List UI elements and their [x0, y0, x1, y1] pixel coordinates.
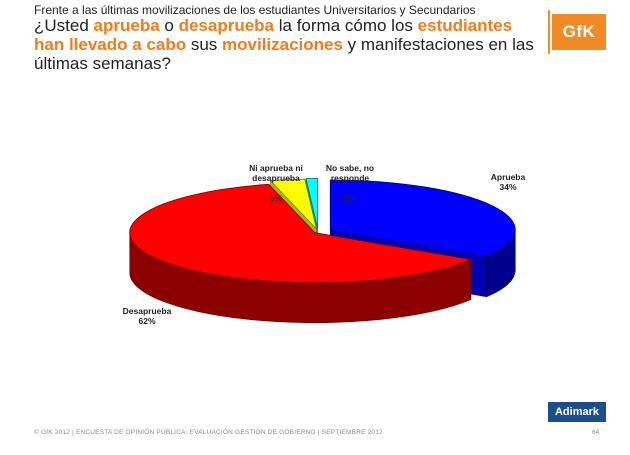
question-part: estudiantes han llevado a cabo	[34, 16, 513, 54]
question-part: desaprueba	[178, 16, 275, 35]
page-number: 64	[592, 429, 600, 436]
label-no-sabe: No sabe, no responde 1%	[314, 153, 386, 213]
question-part: la forma cómo los	[274, 16, 418, 35]
label-ni-aprueba-value: 3%	[269, 193, 283, 203]
label-no-sabe-value: 1%	[343, 193, 357, 203]
label-aprueba: Aprueba 34%	[478, 172, 538, 192]
footer-text: © GfK 2012 | ENCUESTA DE OPINIÓN PÚBLICA…	[34, 429, 383, 436]
label-desaprueba-name: Desaprueba	[122, 306, 172, 316]
gfk-logo: GfK	[552, 14, 606, 50]
label-desaprueba: Desaprueba 62%	[112, 306, 182, 326]
question-part: y manifestaciones en las últimas semanas…	[34, 35, 534, 73]
adimark-logo: Adimark	[548, 402, 606, 422]
survey-question: ¿Usted aprueba o desaprueba la forma cóm…	[34, 16, 534, 73]
survey-subtitle: Frente a las últimas movilizaciones de l…	[34, 3, 476, 17]
label-aprueba-value: 34%	[499, 182, 517, 192]
label-ni-aprueba-name: Ni aprueba ni desaprueba	[249, 163, 303, 183]
question-part: ¿Usted	[34, 16, 94, 35]
label-aprueba-name: Aprueba	[490, 172, 526, 182]
pie-slice-aprueba	[329, 179, 516, 258]
question-part: movilizaciones	[222, 35, 343, 54]
pie-slice-ni-aprueba-ni-desaprueba	[269, 178, 318, 231]
question-part: aprueba	[93, 16, 160, 35]
label-no-sabe-name: No sabe, no responde	[325, 163, 375, 183]
label-ni-aprueba: Ni aprueba ni desaprueba 3%	[236, 153, 316, 213]
pie-slice-no-sabe-no-responde	[305, 178, 319, 229]
question-part: o	[159, 16, 179, 35]
pie-slice-desaprueba	[129, 183, 473, 284]
gfk-logo-bar	[548, 10, 550, 54]
question-part: sus	[186, 35, 223, 54]
label-desaprueba-value: 62%	[138, 316, 156, 326]
